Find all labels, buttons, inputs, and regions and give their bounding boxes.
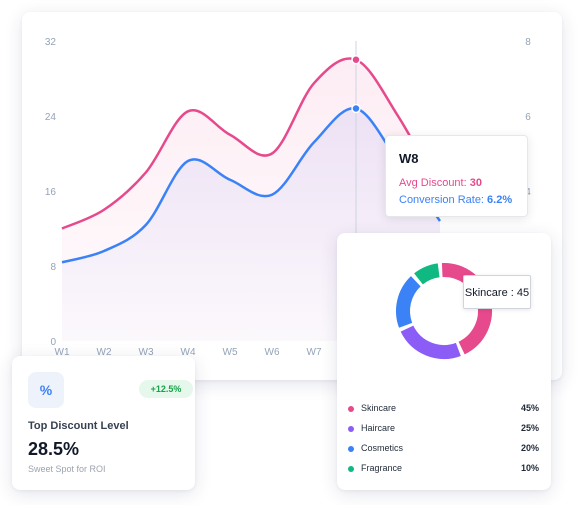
legend-dot-icon <box>348 426 354 432</box>
conversion-point <box>351 103 361 114</box>
legend-item-cosmetics[interactable]: Cosmetics 20% <box>348 442 539 456</box>
y-right-tick-label: 8 <box>525 37 531 48</box>
tooltip-conversion-value: 6.2% <box>487 194 513 206</box>
stat-label: Top Discount Level <box>28 420 129 432</box>
top-discount-card: % +12.5% Top Discount Level 28.5% Sweet … <box>12 356 195 490</box>
legend-label: Cosmetics <box>361 443 404 453</box>
legend-label: Skincare <box>361 403 397 413</box>
discount-point <box>351 55 361 65</box>
y-left-tick-label: 16 <box>45 187 57 198</box>
legend-value: 20% <box>520 443 539 453</box>
x-tick-label: W2 <box>97 347 112 358</box>
x-tick-label: W7 <box>307 347 322 358</box>
x-tick-label: W1 <box>55 347 70 358</box>
x-tick-label: W3 <box>139 347 154 358</box>
donut-chart <box>396 263 492 359</box>
legend-value: 10% <box>520 463 539 473</box>
donut-slice-fragrance[interactable] <box>414 263 440 285</box>
legend-value: 25% <box>520 423 539 433</box>
tooltip-conversion-row: Conversion Rate: 6.2% <box>399 192 527 209</box>
donut-tooltip: Skincare : 45 <box>463 275 531 309</box>
category-donut-card: Skincare : 45 Skincare 45% Haircare 25% Cosm… <box>337 233 551 490</box>
y-left-tick-label: 0 <box>50 337 56 348</box>
stat-value: 28.5% <box>28 439 80 459</box>
legend-item-fragrance[interactable]: Fragrance 10% <box>348 462 539 476</box>
tooltip-conversion-label: Conversion Rate: <box>399 194 488 206</box>
x-tick-label: W4 <box>181 347 196 358</box>
tooltip-discount-row: Avg Discount: 30 <box>399 175 527 192</box>
legend-value: 45% <box>520 403 539 413</box>
percent-icon: % <box>28 372 64 408</box>
x-tick-label: W5 <box>223 347 238 358</box>
donut-slice-haircare[interactable] <box>400 325 461 359</box>
y-right-tick-label: 6 <box>525 112 531 123</box>
tooltip-title: W8 <box>399 151 419 166</box>
y-left-tick-label: 24 <box>45 112 57 123</box>
y-right-tick-label: 4 <box>525 187 531 198</box>
discount-series-line <box>61 57 442 230</box>
legend-label: Fragrance <box>361 463 403 473</box>
legend-item-haircare[interactable]: Haircare 25% <box>348 422 539 436</box>
legend-dot-icon <box>348 466 354 472</box>
y-left-tick-label: 32 <box>45 37 57 48</box>
legend-label: Haircare <box>361 423 396 433</box>
donut-slice-cosmetics[interactable] <box>396 276 421 328</box>
legend-dot-icon <box>348 446 354 452</box>
stat-subtitle: Sweet Spot for ROI <box>28 464 106 474</box>
growth-badge: +12.5% <box>139 380 193 398</box>
conversion-series-line <box>61 107 442 264</box>
tooltip-discount-value: 30 <box>469 177 482 189</box>
tooltip-discount-label: Avg Discount: <box>399 177 470 189</box>
x-tick-label: W6 <box>265 347 280 358</box>
y-left-tick-label: 8 <box>50 262 56 273</box>
chart-tooltip: W8 Avg Discount: 30 Conversion Rate: 6.2… <box>385 135 528 217</box>
legend-item-skincare[interactable]: Skincare 45% <box>348 402 539 416</box>
legend-dot-icon <box>348 406 354 412</box>
